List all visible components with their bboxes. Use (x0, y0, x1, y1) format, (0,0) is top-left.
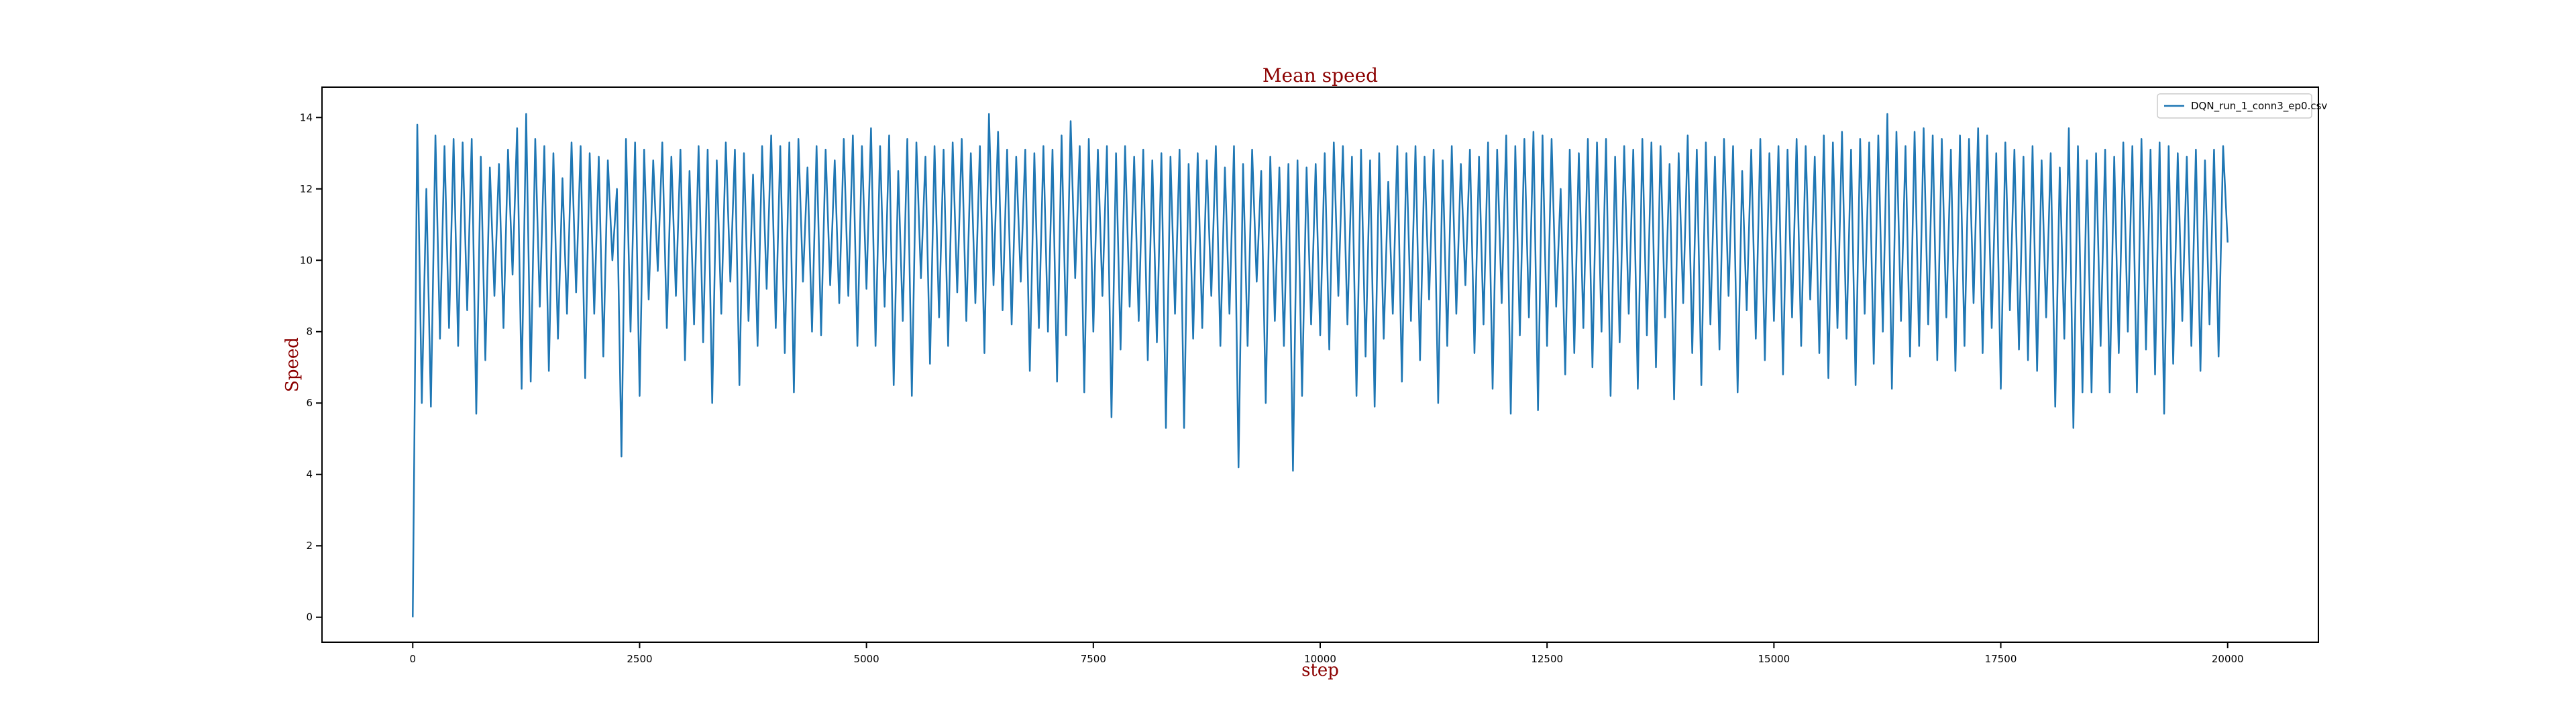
legend: DQN_run_1_conn3_ep0.csv (2157, 93, 2327, 119)
chart-title: Mean speed (1263, 64, 1378, 86)
x-tick-label: 2500 (627, 653, 652, 665)
data-line (412, 113, 2229, 617)
y-tick-label: 10 (300, 254, 313, 266)
y-tick-label: 6 (306, 397, 313, 409)
x-tick-label: 17500 (1985, 653, 2017, 665)
legend-box (2157, 93, 2312, 119)
x-tick-label: 0 (409, 653, 416, 665)
y-tick-label: 4 (306, 469, 313, 481)
x-tick-label: 10000 (1304, 653, 1336, 665)
x-tick-label: 15000 (1758, 653, 1790, 665)
x-tick-label: 7500 (1081, 653, 1106, 665)
plot-area (412, 113, 2229, 617)
y-tick-label: 8 (306, 326, 313, 338)
y-axis-label: Speed (282, 337, 303, 392)
x-tick-label: 20000 (2212, 653, 2244, 665)
y-tick-label: 0 (306, 611, 313, 623)
x-tick-label: 12500 (1531, 653, 1563, 665)
y-tick-label: 14 (300, 111, 313, 123)
legend-label: DQN_run_1_conn3_ep0.csv (2191, 100, 2327, 113)
y-tick-label: 12 (300, 183, 313, 195)
x-tick-label: 5000 (854, 653, 879, 665)
y-tick-label: 2 (306, 540, 313, 552)
axes-frame (321, 86, 2319, 643)
x-axis-label: step (1301, 660, 1339, 680)
